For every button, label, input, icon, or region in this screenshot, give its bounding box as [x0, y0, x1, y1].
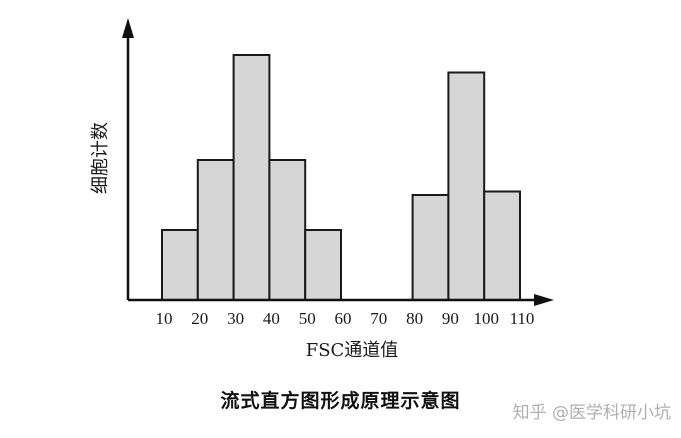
x-tick-label-70: 70: [370, 309, 387, 328]
x-tick-label-60: 60: [335, 309, 352, 328]
x-tick-label-100: 100: [473, 309, 499, 328]
x-tick-label-10: 10: [156, 309, 173, 328]
x-tick-label-50: 50: [299, 309, 316, 328]
bar-group: [161, 54, 522, 301]
x-tick-label-30: 30: [227, 309, 244, 328]
x-tick-label-40: 40: [263, 309, 280, 328]
y-axis-title: 细胞计数: [90, 122, 111, 194]
x-tick-label-80: 80: [406, 309, 423, 328]
histogram-chart: 10 20 30 40 50 60 70 80 90 100 110 FSC通道值 细胞计数: [90, 18, 554, 361]
x-tick-label-90: 90: [442, 309, 459, 328]
bar-80: [411, 194, 450, 301]
bar-50: [304, 229, 343, 301]
y-axis-arrowhead: [122, 18, 134, 38]
bar-90: [447, 71, 486, 301]
bar-100: [483, 190, 522, 301]
figure-caption: 流式直方图形成原理示意图: [220, 390, 461, 412]
watermark-text: 知乎 @医学科研小坑: [512, 403, 671, 423]
bar-10: [161, 229, 199, 301]
x-tick-labels: 10 20 30 40 50 60 70 80 90 100 110: [156, 309, 535, 328]
x-axis-arrowhead: [534, 294, 554, 306]
bar-40: [268, 159, 307, 301]
x-tick-label-20: 20: [191, 309, 208, 328]
bar-20: [196, 159, 235, 301]
x-axis-title: FSC通道值: [306, 340, 399, 361]
x-tick-label-110: 110: [510, 309, 535, 328]
bar-30: [232, 54, 271, 301]
